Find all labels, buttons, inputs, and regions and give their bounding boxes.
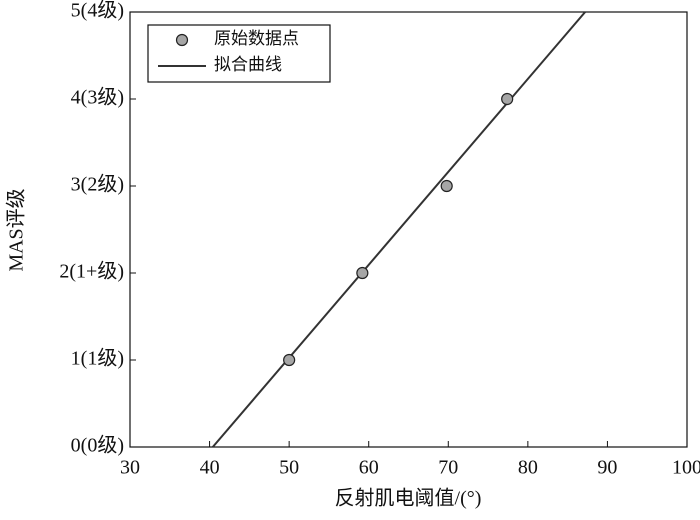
legend-label: 原始数据点 — [214, 29, 299, 48]
y-tick-label: 3(2级) — [71, 173, 124, 196]
y-tick-label: 1(1级) — [71, 347, 124, 370]
x-tick-label: 80 — [518, 457, 538, 479]
x-tick-label: 100 — [672, 457, 700, 479]
x-tick-label: 60 — [359, 457, 379, 479]
x-tick-label: 70 — [438, 457, 458, 479]
data-point — [283, 353, 296, 367]
y-axis-label: MAS评级 — [5, 188, 28, 271]
y-tick-label: 5(4级) — [71, 0, 124, 22]
x-tick-label: 50 — [279, 457, 299, 479]
data-point — [356, 266, 369, 280]
fit-line — [211, 12, 586, 447]
plot-frame — [129, 11, 688, 448]
data-point — [501, 92, 514, 106]
x-axis-label: 反射肌电阈值/(°) — [335, 487, 482, 510]
y-tick-label: 0(0级) — [71, 434, 124, 457]
x-tick-label: 90 — [597, 457, 617, 479]
x-tick-label: 30 — [120, 457, 140, 479]
legend-box — [147, 24, 331, 83]
y-tick-label: 4(3级) — [71, 86, 124, 109]
y-tick-label: 2(1+级) — [59, 260, 124, 283]
legend-marker — [175, 33, 189, 47]
legend-label: 拟合曲线 — [214, 55, 282, 74]
plot-area — [211, 12, 586, 447]
x-tick-label: 40 — [200, 457, 220, 479]
data-point — [440, 179, 453, 193]
